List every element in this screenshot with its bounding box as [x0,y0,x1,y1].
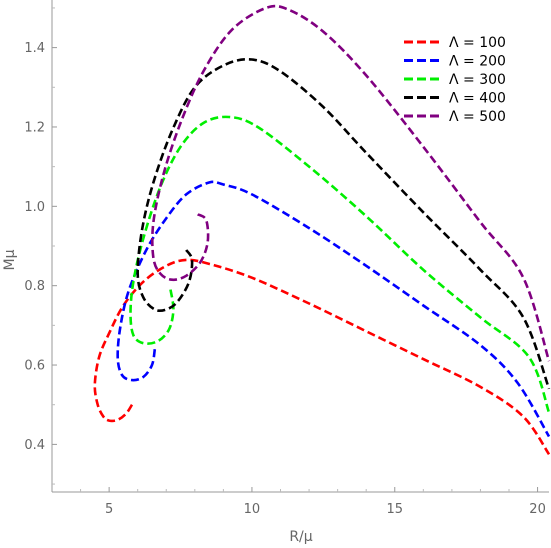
legend-label-lambda-100: Λ = 100 [449,35,506,51]
axis-ticks: 5 10 15 20 0.4 0.6 0.8 1.0 1.2 1.4 [24,7,546,517]
y-tick-label: 0.6 [24,359,45,374]
series-group [93,4,551,456]
y-tick-label: 1.4 [24,41,45,56]
series-line-lambda-200 [116,180,551,438]
y-axis-label: Mμ [2,249,18,270]
x-tick-label: 20 [529,502,546,517]
x-axis-label: R/μ [289,529,312,545]
series-line-lambda-300 [129,115,551,414]
legend: Λ = 100 Λ = 200 Λ = 300 Λ = 400 Λ = 500 [404,35,506,125]
legend-label-lambda-300: Λ = 300 [449,72,506,88]
x-tick-label: 15 [386,502,403,517]
legend-label-lambda-200: Λ = 200 [449,54,506,70]
series-line-lambda-400 [136,57,551,390]
y-tick-label: 1.0 [24,200,45,215]
series-line-lambda-500 [151,4,551,362]
series-line-lambda-100 [93,258,551,456]
x-tick-label: 5 [105,502,113,517]
y-tick-label: 1.2 [24,120,45,135]
legend-label-lambda-500: Λ = 500 [449,109,506,125]
x-tick-label: 10 [244,502,261,517]
y-tick-label: 0.8 [24,279,45,294]
y-tick-label: 0.4 [24,438,45,453]
legend-label-lambda-400: Λ = 400 [449,91,506,107]
